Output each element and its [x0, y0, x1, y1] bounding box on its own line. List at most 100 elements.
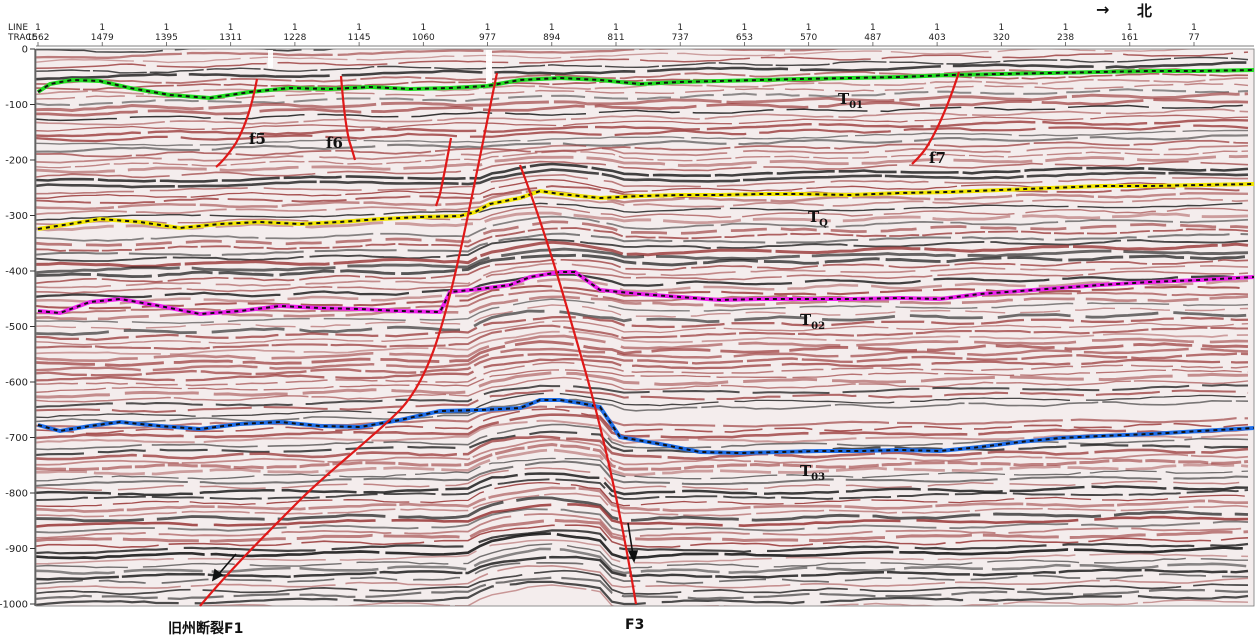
reflector-band	[36, 460, 1249, 487]
trace-number: 320	[993, 33, 1010, 43]
reflector-band	[36, 104, 1249, 122]
reflector-band	[36, 196, 1249, 216]
line-number: 1	[1127, 23, 1133, 33]
reflector-band	[36, 49, 1204, 64]
reflector-band	[36, 555, 1249, 581]
reflector-band	[36, 376, 1249, 403]
reflector-band	[36, 352, 1249, 377]
arrow-down-icon	[627, 522, 639, 564]
reflector-band	[36, 240, 1249, 268]
line-number: 1	[613, 23, 619, 33]
reflector-band	[36, 278, 1249, 305]
trace-number: 894	[543, 33, 560, 43]
trace-label: TRACE	[7, 33, 38, 43]
trace-number: 1060	[412, 33, 435, 43]
reflector-band	[36, 108, 1249, 126]
reflector-band	[36, 543, 1248, 570]
trace-number: 737	[672, 33, 689, 43]
horizon-label-t01-sub: 01	[849, 100, 863, 111]
reflector-band	[36, 238, 1249, 262]
reflector-band	[36, 61, 1249, 81]
reflector-band	[36, 481, 1249, 508]
reflector-band	[36, 232, 1249, 257]
reflector-band	[36, 524, 1249, 549]
svg-text:TQ: TQ	[808, 208, 828, 229]
horizon-labels: T01 TQ T02 T03	[800, 90, 863, 483]
time-tick-label: -800	[5, 489, 28, 500]
reflector-band	[36, 168, 1249, 189]
trace-number: 1311	[219, 33, 242, 43]
reflector-band	[36, 518, 1249, 543]
line-number: 1	[677, 23, 683, 33]
fault-f1	[199, 72, 499, 607]
line-number: 1	[1191, 23, 1197, 33]
reflector-band	[36, 443, 1249, 471]
trace-number: 1479	[91, 33, 114, 43]
reflector-band	[36, 88, 1249, 107]
reflector-band	[36, 72, 1249, 91]
line-number: 1	[998, 23, 1004, 33]
horizon-label-t02-base: T	[800, 311, 812, 329]
time-tick-label: 0	[22, 45, 28, 56]
reflector-band	[36, 205, 1249, 226]
north-indicator: → 北	[1096, 0, 1152, 20]
reflector-band	[36, 371, 1249, 399]
interpreted-horizons	[36, 68, 1255, 456]
reflector-band	[36, 315, 1249, 342]
reflector-band	[36, 496, 1249, 523]
north-label: 北	[1137, 2, 1152, 20]
reflector-band	[36, 340, 1249, 367]
trace-ticks: 1156211479113951131111228111451106019771…	[27, 23, 1200, 46]
reflector-band	[36, 564, 1249, 590]
reflector-band	[36, 398, 1249, 424]
reflector-band	[36, 273, 1249, 299]
time-tick-label: -300	[5, 211, 28, 222]
line-number: 1	[934, 23, 940, 33]
reflector-band	[36, 457, 1249, 482]
reflector-band	[36, 478, 1249, 501]
time-tick-label: -1000	[0, 600, 28, 611]
reflector-band	[36, 258, 1249, 285]
trace-number: 238	[1057, 33, 1074, 43]
line-number: 1	[420, 23, 426, 33]
horizon-label-t03-sub: 03	[811, 472, 825, 483]
reflector-band	[64, 584, 1249, 606]
reflector-band	[36, 51, 1249, 70]
reflector-band	[36, 174, 1248, 195]
reflector-band	[36, 269, 1249, 295]
reflector-band	[36, 503, 1249, 528]
reflector-band	[36, 486, 1249, 513]
fault-label-f7: f7	[929, 149, 946, 167]
trace-number: 653	[736, 33, 753, 43]
reflector-band	[36, 77, 1248, 96]
line-number: 1	[806, 23, 812, 33]
reflector-band	[36, 576, 1249, 600]
trace-number: 77	[1188, 33, 1199, 43]
fault-lines	[199, 71, 961, 607]
svg-text:T01: T01	[838, 90, 863, 111]
reflector-band	[36, 320, 1249, 346]
reflector-band	[36, 529, 1249, 555]
reflector-band	[36, 513, 1249, 539]
trace-number: 1145	[348, 33, 371, 43]
reflector-band	[36, 423, 1249, 451]
line-number: 1	[164, 23, 170, 33]
reflector-band	[36, 154, 1249, 174]
line-number: 1	[742, 23, 748, 33]
reflector-band	[36, 357, 1249, 382]
reflector-band	[36, 253, 1249, 279]
trace-number: 1395	[155, 33, 178, 43]
line-number: 1	[1063, 23, 1069, 33]
reflector-band	[36, 392, 1249, 419]
reflector-band	[36, 438, 1249, 466]
reflector-band	[36, 547, 1249, 575]
reflector-band	[36, 361, 1249, 387]
fault-f6	[339, 75, 357, 161]
reflector-band	[36, 202, 1249, 221]
reflector-band	[36, 189, 1249, 211]
trace-number: 977	[479, 33, 496, 43]
reflector-band	[36, 448, 1249, 477]
reflector-band	[36, 532, 1249, 560]
reflector-band	[36, 129, 1249, 147]
